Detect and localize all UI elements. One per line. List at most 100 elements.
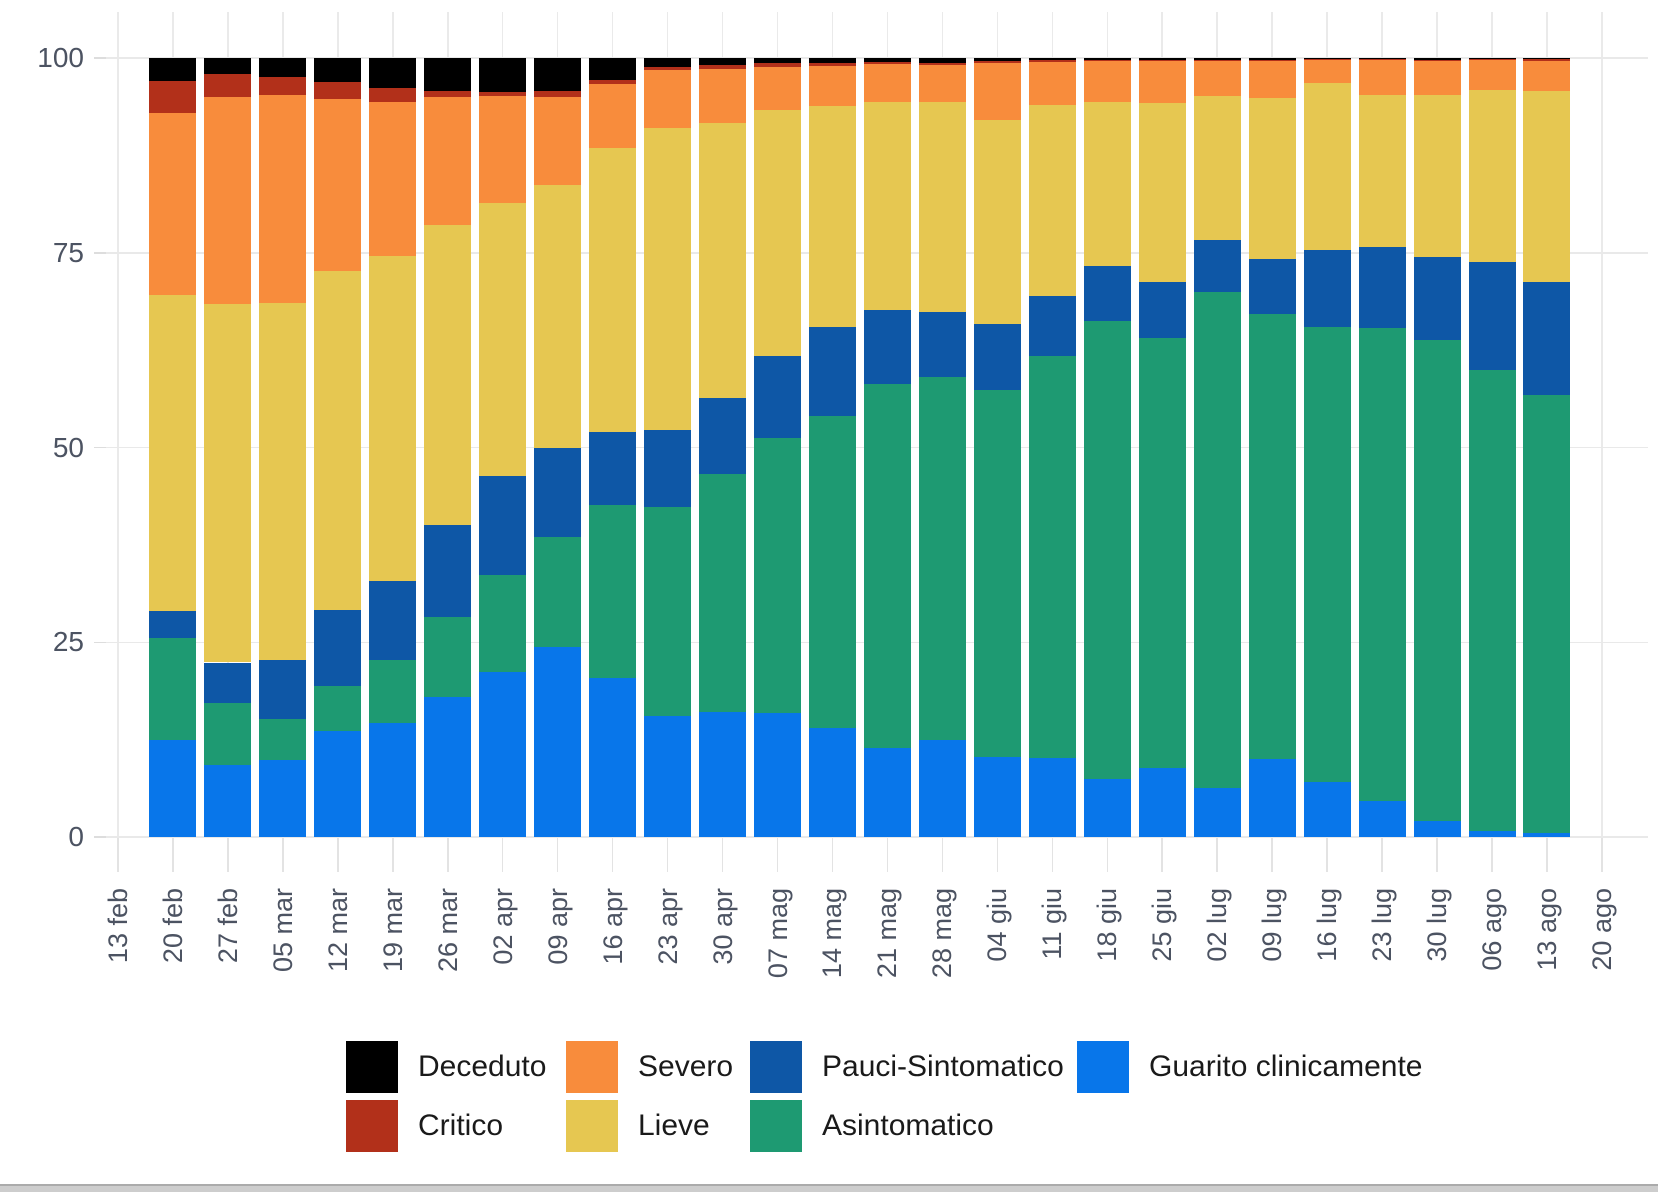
segment-Pauci-Sintomatico bbox=[754, 355, 802, 439]
bar-09-apr bbox=[534, 58, 582, 837]
segment-Pauci-Sintomatico bbox=[1303, 249, 1351, 327]
segment-Lieve bbox=[1468, 89, 1516, 263]
segment-Critico bbox=[259, 76, 307, 96]
y-axis-label: 75 bbox=[52, 236, 84, 268]
x-axis-label: 26 mar bbox=[432, 888, 463, 973]
legend-item-pauci-sintomatico: Pauci-Sintomatico bbox=[750, 1041, 1064, 1093]
x-axis-tick bbox=[227, 838, 229, 872]
bar-02-apr bbox=[479, 58, 527, 837]
segment-Asintomatico bbox=[1413, 339, 1461, 821]
x-axis-tick bbox=[611, 838, 614, 872]
bar-20-feb bbox=[149, 58, 197, 837]
segment-Critico bbox=[918, 62, 966, 65]
segment-Severo bbox=[644, 70, 692, 129]
legend-item-guarito-clinicamente: Guarito clinicamente bbox=[1077, 1041, 1422, 1093]
x-axis-label: 07 mag bbox=[762, 888, 793, 979]
bar-02-lug bbox=[1193, 58, 1241, 837]
x-axis-tick bbox=[392, 838, 394, 872]
legend-item-deceduto: Deceduto bbox=[346, 1041, 546, 1093]
segment-Deceduto bbox=[1523, 58, 1571, 59]
segment-Severo bbox=[1358, 59, 1406, 96]
segment-Asintomatico bbox=[534, 537, 582, 647]
x-axis-tick bbox=[1161, 838, 1163, 872]
legend-label: Asintomatico bbox=[822, 1109, 994, 1142]
segment-Severo bbox=[424, 96, 472, 225]
segment-Lieve bbox=[1303, 82, 1351, 250]
segment-Pauci-Sintomatico bbox=[699, 397, 747, 474]
segment-Pauci-Sintomatico bbox=[1468, 262, 1516, 370]
y-axis-label: 50 bbox=[52, 431, 84, 463]
segment-Pauci-Sintomatico bbox=[973, 323, 1021, 390]
x-axis-tick bbox=[117, 838, 119, 872]
legend-key-swatch bbox=[1077, 1041, 1129, 1093]
segment-Guarito-clinicamente bbox=[1523, 833, 1571, 837]
segment-Critico bbox=[1523, 58, 1571, 62]
y-axis-tick bbox=[94, 836, 106, 838]
segment-Pauci-Sintomatico bbox=[534, 448, 582, 538]
segment-Guarito-clinicamente bbox=[149, 740, 197, 837]
bar-19-mar bbox=[369, 58, 417, 837]
segment-Deceduto bbox=[1248, 58, 1296, 60]
segment-Lieve bbox=[973, 119, 1021, 324]
segment-Guarito-clinicamente bbox=[1193, 787, 1241, 837]
segment-Guarito-clinicamente bbox=[1083, 779, 1131, 837]
x-axis-label: 20 ago bbox=[1586, 888, 1617, 971]
segment-Guarito-clinicamente bbox=[534, 646, 582, 837]
segment-Critico bbox=[479, 92, 527, 97]
x-axis-label: 13 feb bbox=[103, 888, 133, 964]
segment-Guarito-clinicamente bbox=[1303, 781, 1351, 837]
segment-Pauci-Sintomatico bbox=[1413, 257, 1461, 340]
segment-Asintomatico bbox=[424, 617, 472, 697]
segment-Lieve bbox=[1248, 97, 1296, 259]
segment-Asintomatico bbox=[918, 377, 966, 741]
segment-Critico bbox=[589, 79, 637, 84]
segment-Critico bbox=[1413, 59, 1461, 62]
segment-Pauci-Sintomatico bbox=[644, 430, 692, 507]
segment-Asintomatico bbox=[1083, 320, 1131, 780]
x-axis-label: 05 mar bbox=[267, 888, 298, 973]
bar-09-lug bbox=[1248, 58, 1296, 837]
segment-Guarito-clinicamente bbox=[1138, 767, 1186, 837]
y-axis-label: 25 bbox=[52, 626, 84, 658]
segment-Severo bbox=[1413, 61, 1461, 96]
y-axis-tick bbox=[94, 57, 106, 59]
x-axis-label: 16 apr bbox=[597, 888, 628, 965]
segment-Critico bbox=[369, 88, 417, 102]
segment-Deceduto bbox=[314, 58, 362, 83]
bar-21-mag bbox=[863, 58, 911, 837]
segment-Guarito-clinicamente bbox=[644, 716, 692, 837]
segment-Pauci-Sintomatico bbox=[1248, 258, 1296, 315]
bar-27-feb bbox=[204, 58, 252, 837]
bar-13-ago bbox=[1523, 58, 1571, 837]
x-axis-tick bbox=[1491, 838, 1493, 872]
x-axis-tick bbox=[1326, 838, 1328, 872]
segment-Critico bbox=[424, 90, 472, 97]
segment-Asintomatico bbox=[149, 638, 197, 741]
segment-Asintomatico bbox=[1303, 326, 1351, 782]
segment-Critico bbox=[1193, 59, 1241, 61]
segment-Severo bbox=[369, 101, 417, 256]
segment-Pauci-Sintomatico bbox=[808, 326, 856, 416]
x-axis-label: 30 apr bbox=[707, 888, 738, 965]
segment-Lieve bbox=[1413, 95, 1461, 258]
segment-Deceduto bbox=[699, 58, 747, 65]
segment-Severo bbox=[534, 96, 582, 185]
segment-Guarito-clinicamente bbox=[589, 678, 637, 837]
segment-Lieve bbox=[424, 224, 472, 526]
x-axis-label: 30 lug bbox=[1422, 888, 1453, 962]
bar-23-lug bbox=[1358, 58, 1406, 837]
bar-28-mag bbox=[918, 58, 966, 837]
segment-Pauci-Sintomatico bbox=[1523, 281, 1571, 396]
legend-item-asintomatico: Asintomatico bbox=[750, 1100, 994, 1152]
segment-Lieve bbox=[479, 202, 527, 477]
x-axis-tick bbox=[1216, 838, 1218, 872]
segment-Critico bbox=[699, 65, 747, 69]
segment-Guarito-clinicamente bbox=[1358, 801, 1406, 837]
legend-key-swatch bbox=[346, 1100, 398, 1152]
x-axis-tick bbox=[1051, 838, 1054, 872]
segment-Deceduto bbox=[1083, 58, 1131, 61]
segment-Deceduto bbox=[534, 58, 582, 92]
x-axis-label: 02 apr bbox=[487, 888, 518, 965]
legend-key-swatch bbox=[750, 1041, 802, 1093]
segment-Pauci-Sintomatico bbox=[918, 311, 966, 378]
